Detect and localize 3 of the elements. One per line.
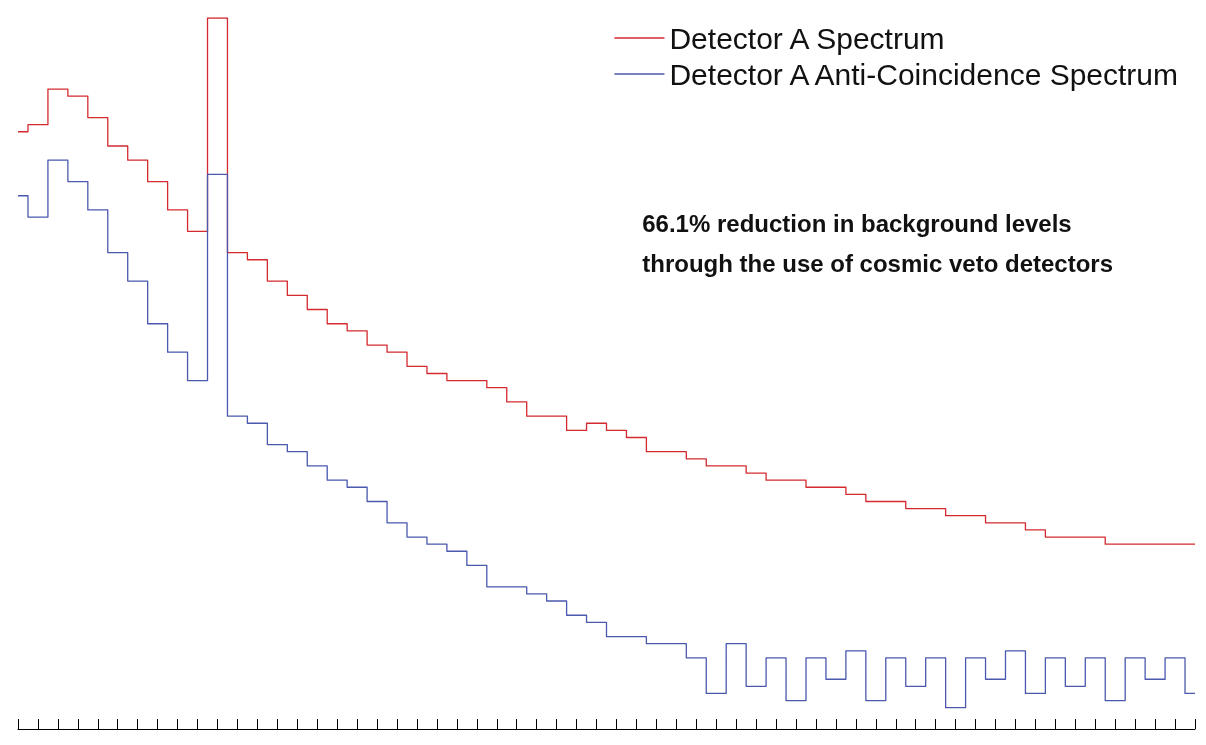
annotation: 66.1% reduction in background levels through the use of cosmic veto detectors [642,209,1114,277]
legend-label: Detector A Spectrum [669,21,945,55]
legend-label: Detector A Anti-Coincidence Spectrum [669,57,1179,91]
